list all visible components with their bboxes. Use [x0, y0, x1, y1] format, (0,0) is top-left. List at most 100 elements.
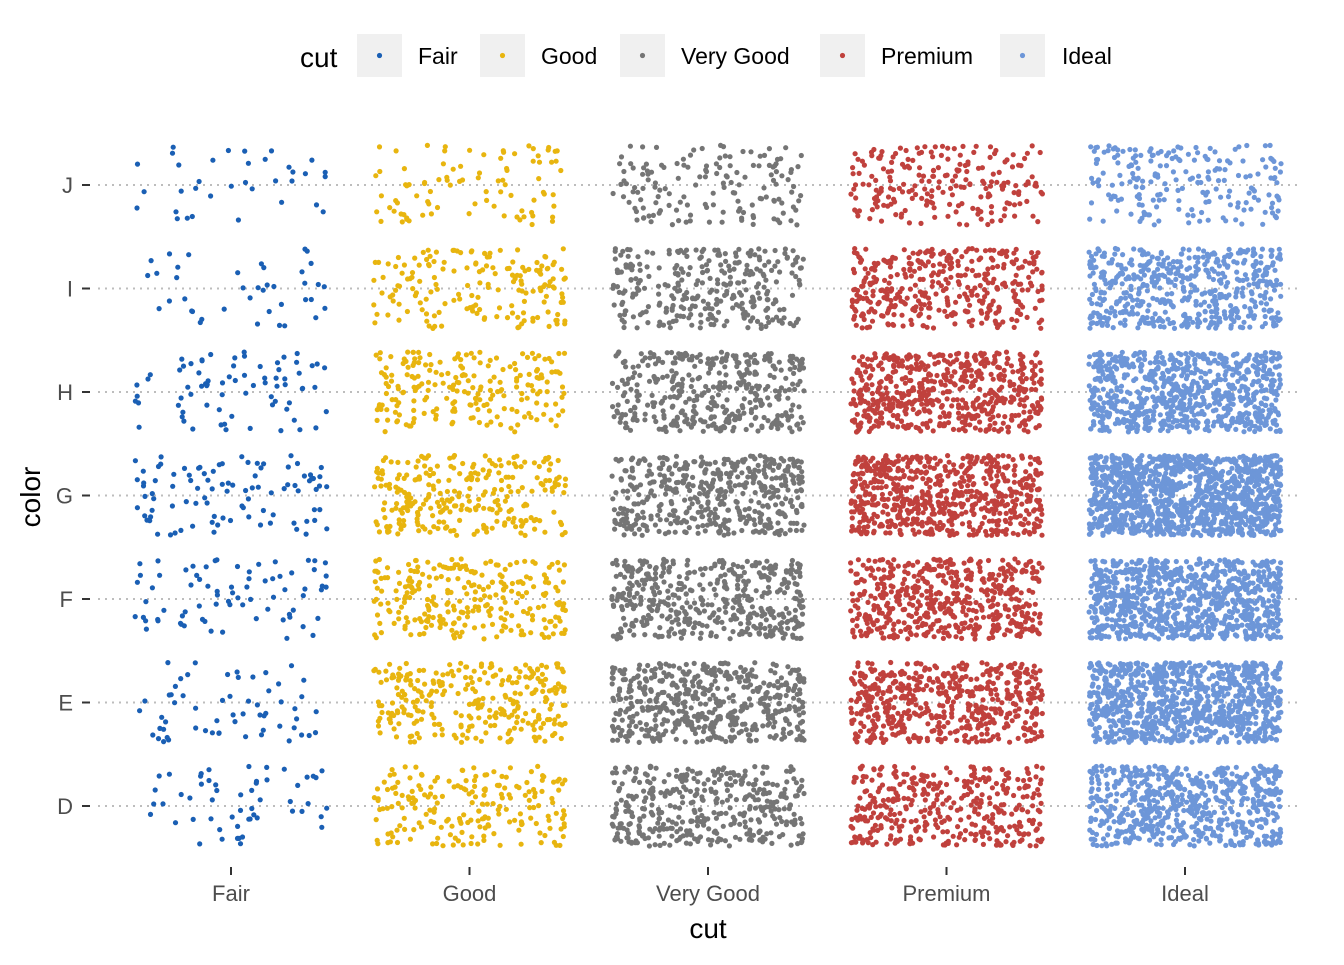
point-very-good-E: [713, 679, 718, 684]
point-premium-D: [990, 785, 995, 790]
point-fair-E: [292, 706, 297, 711]
point-very-good-E: [783, 718, 788, 723]
point-good-D: [428, 785, 433, 790]
point-very-good-H: [736, 380, 741, 385]
point-very-good-F: [668, 608, 673, 613]
point-very-good-I: [668, 325, 673, 330]
point-good-J: [467, 148, 472, 153]
point-very-good-J: [786, 177, 791, 182]
point-very-good-F: [692, 570, 697, 575]
point-fair-F: [235, 595, 240, 600]
point-very-good-F: [703, 566, 708, 571]
point-very-good-F: [663, 601, 668, 606]
point-good-E: [386, 710, 391, 715]
point-very-good-H: [716, 392, 721, 397]
point-very-good-F: [700, 572, 705, 577]
legend-label-premium: Premium: [881, 43, 973, 69]
point-very-good-G: [762, 454, 767, 459]
point-very-good-H: [734, 364, 739, 369]
point-very-good-F: [712, 562, 717, 567]
point-good-E: [489, 661, 494, 666]
point-very-good-H: [753, 405, 758, 410]
point-good-G: [437, 504, 442, 509]
point-fair-I: [175, 265, 180, 270]
point-good-J: [531, 198, 536, 203]
point-very-good-G: [737, 513, 742, 518]
point-good-D: [402, 827, 407, 832]
point-premium-D: [951, 800, 956, 805]
point-good-E: [480, 702, 485, 707]
point-very-good-F: [618, 626, 623, 631]
point-good-G: [506, 516, 511, 521]
point-very-good-G: [612, 507, 617, 512]
point-good-F: [425, 603, 430, 608]
point-very-good-J: [798, 193, 803, 198]
point-good-F: [396, 570, 401, 575]
point-good-J: [477, 170, 482, 175]
point-fair-G: [302, 473, 307, 478]
point-good-F: [496, 563, 501, 568]
point-good-E: [465, 736, 470, 741]
point-fair-F: [235, 564, 240, 569]
point-very-good-I: [697, 256, 702, 261]
point-very-good-E: [740, 722, 745, 727]
point-good-H: [426, 380, 431, 385]
point-very-good-D: [752, 764, 757, 769]
point-good-G: [457, 490, 462, 495]
point-very-good-F: [687, 616, 692, 621]
point-very-good-E: [772, 695, 777, 700]
point-very-good-G: [640, 533, 645, 538]
point-premium-D: [901, 796, 906, 801]
point-very-good-I: [762, 249, 767, 254]
point-very-good-I: [617, 313, 622, 318]
point-very-good-E: [691, 683, 696, 688]
point-fair-E: [292, 725, 297, 730]
point-very-good-E: [733, 670, 738, 675]
point-good-F: [375, 586, 380, 591]
point-very-good-I: [749, 248, 754, 253]
point-premium-D: [972, 838, 977, 843]
point-good-G: [459, 507, 464, 512]
point-premium-D: [921, 787, 926, 792]
point-very-good-E: [700, 667, 705, 672]
point-good-F: [379, 576, 384, 581]
point-very-good-J: [737, 206, 742, 211]
point-very-good-E: [760, 696, 765, 701]
point-very-good-I: [680, 297, 685, 302]
point-very-good-H: [706, 370, 711, 375]
point-very-good-I: [620, 300, 625, 305]
point-very-good-D: [692, 808, 697, 813]
point-good-E: [514, 720, 519, 725]
point-good-E: [547, 688, 552, 693]
point-fair-D: [246, 817, 251, 822]
point-very-good-F: [642, 581, 647, 586]
point-very-good-G: [705, 494, 710, 499]
point-good-E: [500, 678, 505, 683]
point-good-J: [422, 180, 427, 185]
point-good-J: [531, 159, 536, 164]
point-good-E: [401, 710, 406, 715]
point-fair-J: [229, 184, 234, 189]
point-good-F: [449, 557, 454, 562]
point-good-G: [557, 475, 562, 480]
point-very-good-I: [675, 289, 680, 294]
point-fair-G: [220, 482, 225, 487]
point-fair-G: [312, 507, 317, 512]
point-very-good-J: [767, 163, 772, 168]
point-very-good-F: [672, 631, 677, 636]
point-good-I: [496, 287, 501, 292]
point-good-G: [439, 497, 444, 502]
point-premium-D: [888, 807, 893, 812]
point-fair-G: [255, 461, 260, 466]
point-fair-E: [250, 674, 255, 679]
point-very-good-G: [625, 508, 630, 513]
point-very-good-H: [622, 390, 627, 395]
point-good-E: [517, 669, 522, 674]
point-good-G: [465, 494, 470, 499]
point-very-good-H: [765, 384, 770, 389]
point-very-good-I: [773, 248, 778, 253]
point-very-good-F: [793, 608, 798, 613]
point-good-I: [379, 290, 384, 295]
point-good-F: [408, 632, 413, 637]
point-premium-D: [873, 804, 878, 809]
